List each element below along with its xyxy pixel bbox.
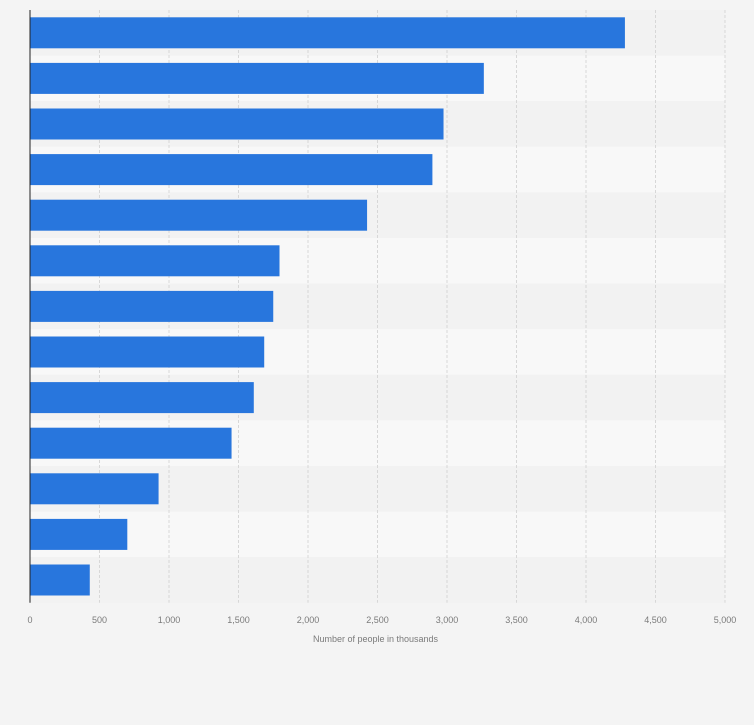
x-axis-ticks: 0 500 1,000 1,500 2,000 2,500 3,000 3,500 4,000 4…: [27, 615, 736, 625]
bar: [30, 245, 280, 277]
x-tick-label: 500: [92, 615, 107, 625]
x-tick-label: 4,500: [644, 615, 667, 625]
bar: [30, 473, 159, 505]
bar: [30, 108, 444, 140]
bar: [30, 290, 274, 322]
bar: [30, 427, 232, 459]
x-tick-label: 3,000: [436, 615, 459, 625]
bars: [30, 17, 625, 596]
x-tick-label: 3,500: [505, 615, 528, 625]
bar: [30, 518, 128, 550]
x-tick-label: 2,500: [366, 615, 389, 625]
x-tick-label: 2,000: [297, 615, 320, 625]
bar: [30, 62, 484, 94]
x-tick-label: 5,000: [714, 615, 737, 625]
bar: [30, 154, 433, 186]
x-axis-label: Number of people in thousands: [313, 634, 439, 644]
bar: [30, 199, 368, 231]
x-tick-label: 0: [27, 615, 32, 625]
x-tick-label: 1,500: [227, 615, 250, 625]
x-tick-label: 1,000: [158, 615, 181, 625]
bar: [30, 382, 254, 414]
x-tick-label: 4,000: [575, 615, 598, 625]
bar: [30, 336, 265, 368]
row-band: [30, 511, 725, 558]
bar: [30, 17, 625, 49]
bar: [30, 564, 90, 596]
